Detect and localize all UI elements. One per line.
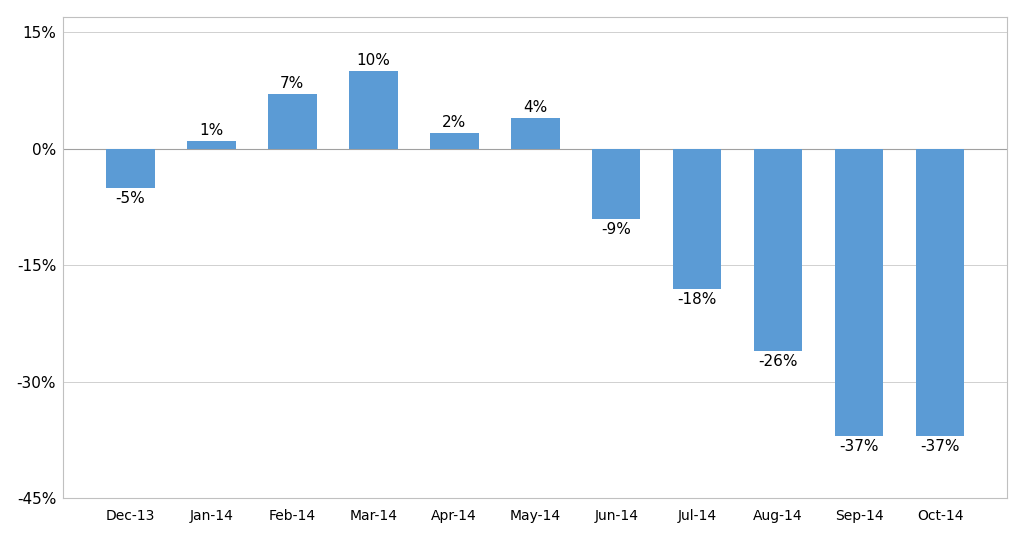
Text: 1%: 1% (200, 123, 223, 138)
Bar (268, 94, 316, 149)
Bar (106, 148, 155, 187)
Bar (430, 133, 478, 148)
Text: -9%: -9% (601, 222, 631, 237)
Text: 7%: 7% (281, 76, 304, 91)
Bar (673, 148, 722, 288)
Bar (915, 148, 965, 436)
Text: 10%: 10% (356, 53, 390, 68)
Bar (835, 148, 884, 436)
Text: 4%: 4% (523, 99, 548, 114)
Text: -37%: -37% (921, 439, 959, 454)
Text: -37%: -37% (840, 439, 879, 454)
Bar (187, 141, 236, 148)
Text: -26%: -26% (759, 354, 798, 369)
Text: -5%: -5% (116, 191, 145, 206)
Bar (511, 118, 559, 148)
Text: -18%: -18% (678, 292, 717, 307)
Text: 2%: 2% (442, 115, 466, 130)
Bar (592, 148, 640, 219)
Bar (349, 71, 397, 148)
Bar (754, 148, 803, 350)
